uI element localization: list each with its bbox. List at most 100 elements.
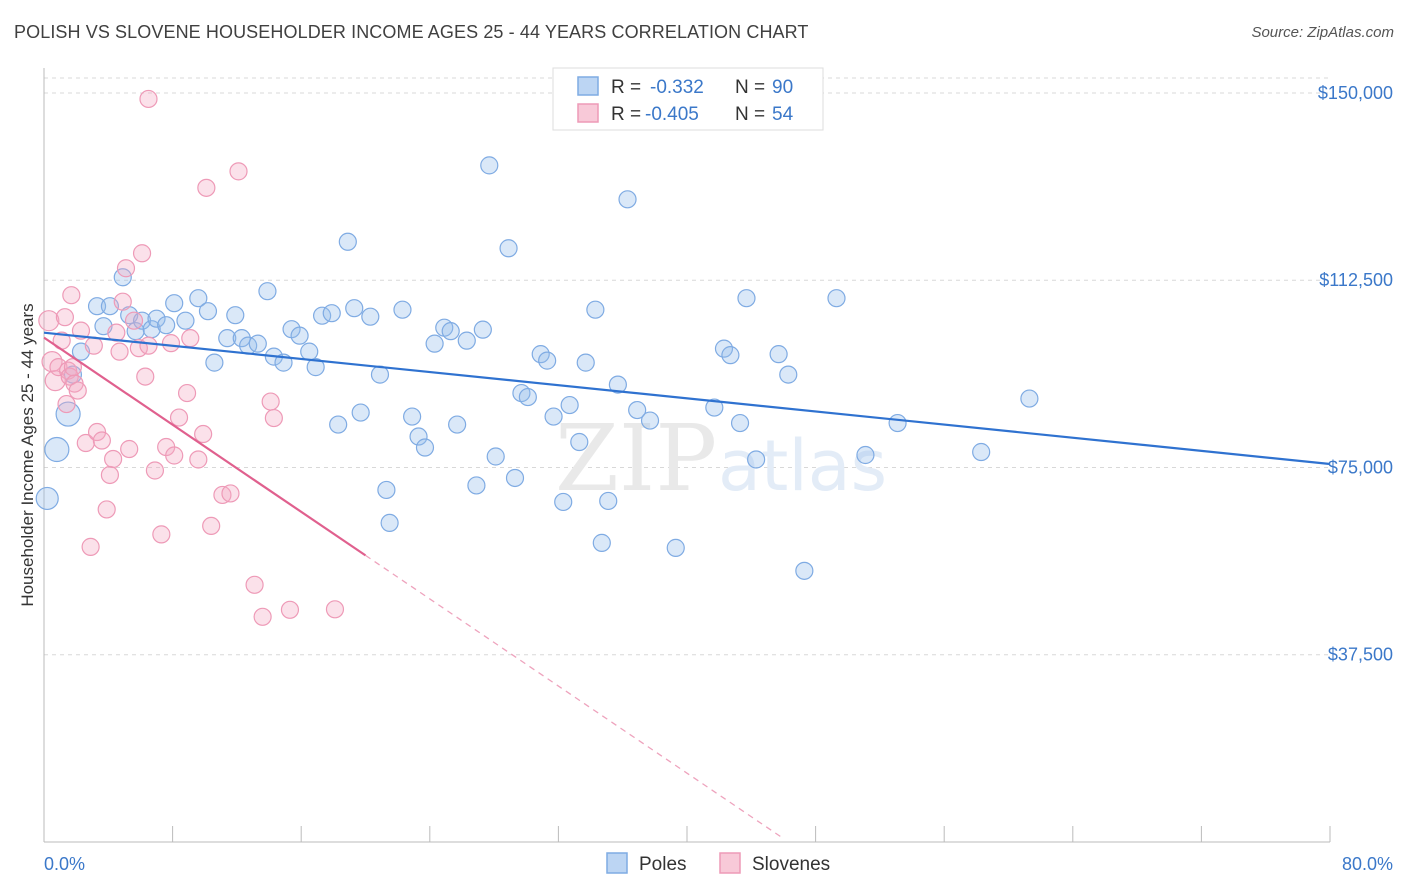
legend-poles-r-label: R = xyxy=(611,77,641,98)
slovenes-point xyxy=(113,292,132,311)
slovenes-point xyxy=(325,600,345,619)
x-tick-label: 0.0% xyxy=(44,854,85,874)
poles-point xyxy=(856,445,875,465)
legend-slovenes-r-value: -0.405 xyxy=(645,104,699,125)
poles-point xyxy=(218,329,237,348)
slovenes-point xyxy=(104,449,123,469)
poles-point xyxy=(737,289,756,308)
slovenes-point xyxy=(62,286,81,305)
poles-point xyxy=(554,492,573,512)
poles-point xyxy=(480,156,499,175)
axes xyxy=(43,68,1331,843)
poles-point xyxy=(499,239,518,258)
poles-point xyxy=(441,322,460,341)
poles-point xyxy=(329,415,348,434)
poles-point xyxy=(345,299,364,318)
slovenes-trend-line xyxy=(43,336,367,557)
poles-point xyxy=(714,339,734,358)
source-label: Source: ZipAtlas.com xyxy=(1251,24,1394,41)
poles-trend-line xyxy=(43,331,1331,466)
y-axis-label: Householder Income Ages 25 - 44 years xyxy=(18,303,37,606)
poles-point xyxy=(592,533,611,552)
slovenes-point xyxy=(280,600,300,619)
poles-point xyxy=(147,309,166,328)
watermark: ZIP atlas xyxy=(555,405,887,512)
slovenes-point xyxy=(87,422,107,442)
y-tick-label: $150,000 xyxy=(1318,83,1393,103)
poles-point xyxy=(769,345,788,364)
poles-point xyxy=(87,297,107,316)
legend-swatch-slovenes xyxy=(577,103,599,123)
poles-point xyxy=(570,432,589,452)
poles-point xyxy=(666,538,685,557)
slovenes-point xyxy=(120,439,139,459)
poles-point xyxy=(576,353,595,372)
x-tick-labels: 0.0% 80.0% xyxy=(44,854,1393,874)
poles-point xyxy=(721,346,740,365)
x-tick-label: 80.0% xyxy=(1342,854,1393,874)
poles-point xyxy=(531,345,550,364)
slovenes-point xyxy=(194,424,213,444)
poles-point xyxy=(403,407,422,426)
poles-point xyxy=(448,415,467,434)
poles-point xyxy=(747,450,766,469)
poles-point xyxy=(189,289,208,308)
slovenes-point xyxy=(107,323,126,342)
slovenes-point xyxy=(253,607,272,626)
poles-point xyxy=(380,513,399,533)
poles-point xyxy=(361,307,380,326)
slovenes-point xyxy=(177,383,197,403)
poles-point xyxy=(640,411,660,430)
legend-slovenes-n-value: 54 xyxy=(772,104,794,125)
slovenes-point xyxy=(261,392,280,411)
poles-point xyxy=(205,353,224,372)
slovenes-point xyxy=(264,408,283,428)
poles-point xyxy=(473,320,492,339)
poles-point xyxy=(338,232,357,251)
y-tick-labels: $37,500 $75,000 $112,500 $150,000 xyxy=(1318,83,1393,665)
legend-poles-r-value: -0.332 xyxy=(650,77,704,98)
legend-box: R = -0.332 N = 90 R = -0.405 N = 54 xyxy=(552,67,824,131)
slovenes-point xyxy=(229,162,248,181)
poles-point xyxy=(779,365,798,384)
poles-point xyxy=(1020,389,1039,408)
slovenes-point xyxy=(189,450,208,469)
poles-point xyxy=(165,294,184,313)
poles-point xyxy=(705,398,724,417)
poles-point xyxy=(232,329,251,348)
poles-point xyxy=(888,413,907,433)
slovenes-point xyxy=(124,311,144,330)
poles-point xyxy=(409,427,428,446)
poles-point xyxy=(827,289,846,308)
poles-point xyxy=(586,300,605,319)
legend-poles-n-label: N = xyxy=(735,77,765,98)
legend-poles-n-value: 90 xyxy=(772,77,793,98)
slovenes-point xyxy=(161,334,181,353)
poles-point xyxy=(176,311,195,330)
bottom-legend-poles: Poles xyxy=(639,854,687,875)
slovenes-point xyxy=(116,259,136,278)
poles-point xyxy=(44,436,70,463)
bottom-legend-swatch-slovenes xyxy=(719,852,741,874)
y-tick-label: $37,500 xyxy=(1328,645,1393,665)
slovenes-point xyxy=(38,310,60,332)
poles-point xyxy=(35,486,59,511)
slovenes-point xyxy=(181,329,200,348)
slovenes-point xyxy=(97,500,116,519)
poles-point xyxy=(560,395,579,415)
poles-point xyxy=(258,282,277,301)
poles-point xyxy=(157,316,176,335)
poles-point xyxy=(730,413,750,433)
poles-point xyxy=(322,304,341,323)
chart-title: POLISH VS SLOVENE HOUSEHOLDER INCOME AGE… xyxy=(14,22,809,42)
slovenes-point xyxy=(57,394,76,414)
slovenes-trend-extension xyxy=(365,554,784,840)
poles-point xyxy=(300,342,319,361)
poles-point xyxy=(608,375,627,394)
slovenes-point xyxy=(92,431,111,450)
watermark-zip: ZIP xyxy=(555,405,717,512)
poles-point xyxy=(377,480,396,500)
trend-lines xyxy=(43,331,1331,840)
slovenes-point xyxy=(202,516,221,536)
